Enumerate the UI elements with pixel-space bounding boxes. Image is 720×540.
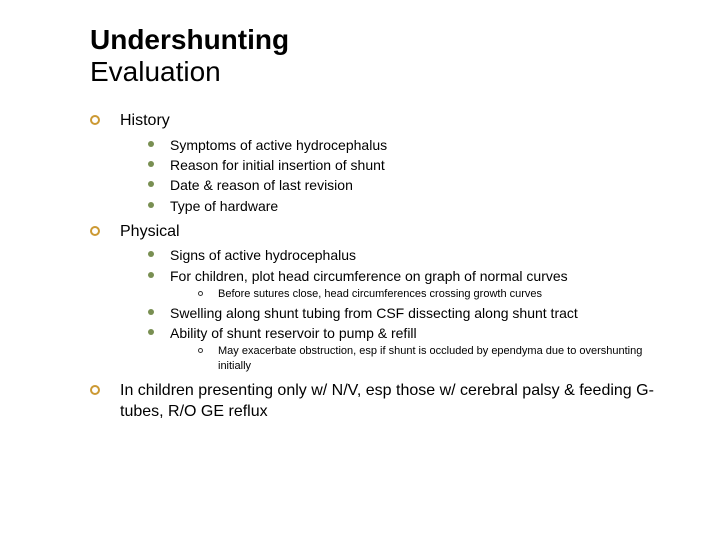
sub-sublist: May exacerbate obstruction, esp if shunt…	[170, 344, 670, 374]
slide-title: Undershunting Evaluation	[90, 24, 670, 88]
item-label: Reason for initial insertion of shunt	[170, 157, 385, 173]
item-label: History	[120, 112, 170, 129]
sub-item: Date & reason of last revision	[148, 176, 670, 194]
item-label: Type of hardware	[170, 198, 278, 214]
sub-item: Swelling along shunt tubing from CSF dis…	[148, 304, 670, 322]
sub-item: Symptoms of active hydrocephalus	[148, 136, 670, 154]
item-physical: Physical Signs of active hydrocephalus F…	[90, 221, 670, 374]
sub-item: Reason for initial insertion of shunt	[148, 156, 670, 174]
item-label: Date & reason of last revision	[170, 177, 353, 193]
item-label: May exacerbate obstruction, esp if shunt…	[218, 345, 642, 372]
slide: Undershunting Evaluation History Symptom…	[0, 0, 720, 540]
sub-item: Signs of active hydrocephalus	[148, 246, 670, 264]
sublist: Symptoms of active hydrocephalus Reason …	[120, 136, 670, 215]
item-label: Symptoms of active hydrocephalus	[170, 137, 387, 153]
title-line-1: Undershunting	[90, 24, 670, 56]
item-label: In children presenting only w/ N/V, esp …	[120, 382, 654, 421]
item-label: Swelling along shunt tubing from CSF dis…	[170, 305, 578, 321]
outline-list: History Symptoms of active hydrocephalus…	[90, 110, 670, 422]
item-label: Ability of shunt reservoir to pump & ref…	[170, 325, 417, 341]
sub-item: For children, plot head circumference on…	[148, 267, 670, 302]
sub-sub-item: Before sutures close, head circumference…	[198, 287, 670, 302]
sub-sublist: Before sutures close, head circumference…	[170, 287, 670, 302]
item-label: Signs of active hydrocephalus	[170, 247, 356, 263]
sub-sub-item: May exacerbate obstruction, esp if shunt…	[198, 344, 670, 374]
title-line-2: Evaluation	[90, 56, 670, 88]
item-label: Before sutures close, head circumference…	[218, 288, 542, 300]
sub-item: Type of hardware	[148, 197, 670, 215]
item-label: For children, plot head circumference on…	[170, 268, 568, 284]
sublist: Signs of active hydrocephalus For childr…	[120, 246, 670, 373]
item-children-note: In children presenting only w/ N/V, esp …	[90, 380, 670, 423]
item-history: History Symptoms of active hydrocephalus…	[90, 110, 670, 214]
item-label: Physical	[120, 223, 180, 240]
sub-item: Ability of shunt reservoir to pump & ref…	[148, 324, 670, 374]
